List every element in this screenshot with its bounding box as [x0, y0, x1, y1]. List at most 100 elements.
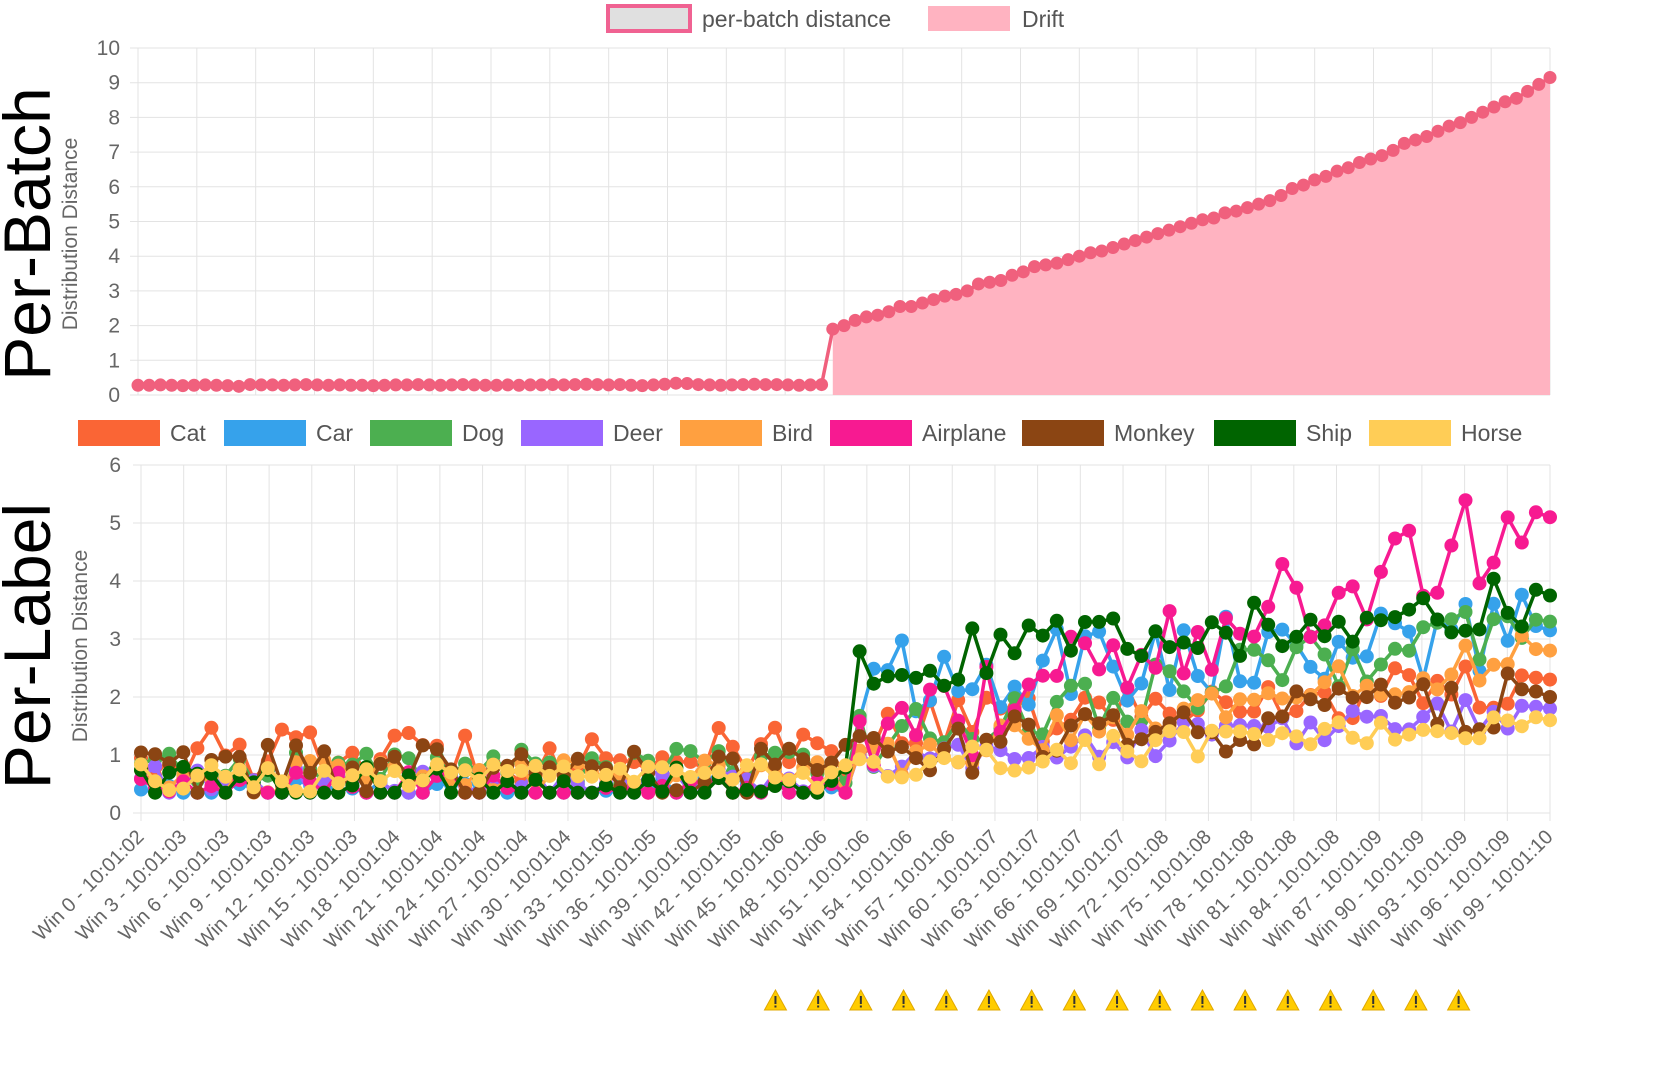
per-batch-point[interactable]	[400, 378, 414, 392]
per-batch-point[interactable]	[355, 378, 369, 392]
monkey-point[interactable]	[909, 751, 923, 766]
monkey-point[interactable]	[894, 740, 909, 754]
ship-point[interactable]	[373, 785, 388, 800]
monkey-point[interactable]	[148, 747, 163, 762]
ship-point[interactable]	[1148, 624, 1163, 639]
cat-point[interactable]	[190, 741, 205, 756]
bird-point[interactable]	[1049, 708, 1064, 723]
per-batch-point[interactable]	[781, 378, 795, 392]
per-batch-point[interactable]	[1106, 241, 1120, 255]
ship-point[interactable]	[613, 785, 628, 800]
per-batch-point[interactable]	[882, 305, 896, 319]
per-batch-point[interactable]	[1386, 143, 1400, 157]
horse-point[interactable]	[204, 758, 219, 773]
per-batch-point[interactable]	[736, 378, 750, 392]
per-batch-point[interactable]	[613, 378, 627, 392]
car-point[interactable]	[1247, 675, 1262, 690]
per-batch-point[interactable]	[568, 378, 582, 392]
per-batch-point[interactable]	[960, 284, 974, 298]
horse-point[interactable]	[570, 769, 585, 784]
car-point[interactable]	[1035, 653, 1050, 668]
per-batch-point[interactable]	[859, 310, 873, 324]
per-batch-point[interactable]	[1140, 230, 1154, 244]
per-batch-point[interactable]	[1420, 129, 1434, 143]
monkey-point[interactable]	[1500, 666, 1515, 681]
monkey-point[interactable]	[1303, 692, 1318, 707]
deer-point[interactable]	[1317, 733, 1332, 748]
per-batch-point[interactable]	[422, 378, 436, 392]
per-batch-point[interactable]	[1218, 206, 1232, 220]
car-point[interactable]	[1233, 674, 1247, 689]
deer-point[interactable]	[1303, 715, 1318, 730]
horse-point[interactable]	[1430, 724, 1445, 739]
cat-point[interactable]	[232, 737, 247, 752]
cat-point[interactable]	[1092, 695, 1107, 710]
airplane-point[interactable]	[894, 700, 909, 715]
horse-point[interactable]	[1528, 710, 1543, 725]
per-batch-point[interactable]	[938, 289, 952, 303]
legend-swatch-deer[interactable]	[521, 420, 603, 446]
per-batch-point[interactable]	[635, 379, 649, 393]
horse-point[interactable]	[754, 757, 768, 772]
monkey-point[interactable]	[415, 738, 430, 753]
per-batch-point[interactable]	[389, 378, 403, 392]
dog-point[interactable]	[768, 745, 782, 760]
horse-point[interactable]	[289, 784, 303, 798]
dog-point[interactable]	[1472, 652, 1487, 667]
legend-label-ship[interactable]: Ship	[1306, 420, 1352, 446]
dog-point[interactable]	[1063, 678, 1078, 693]
monkey-point[interactable]	[1190, 725, 1205, 740]
airplane-point[interactable]	[1148, 660, 1163, 675]
cat-point[interactable]	[1500, 696, 1515, 711]
monkey-point[interactable]	[796, 752, 811, 767]
horse-point[interactable]	[1134, 754, 1149, 769]
per-batch-point[interactable]	[501, 378, 515, 392]
monkey-point[interactable]	[1247, 737, 1262, 752]
per-batch-point[interactable]	[1207, 211, 1221, 225]
horse-point[interactable]	[683, 770, 698, 784]
horse-point[interactable]	[923, 754, 937, 769]
monkey-point[interactable]	[472, 785, 487, 800]
legend-swatch-ship[interactable]	[1214, 420, 1296, 446]
cat-point[interactable]	[1247, 704, 1262, 719]
cat-point[interactable]	[683, 754, 698, 769]
car-point[interactable]	[937, 649, 952, 664]
cat-point[interactable]	[584, 732, 599, 747]
airplane-point[interactable]	[1303, 630, 1318, 645]
per-batch-point[interactable]	[624, 378, 638, 392]
bird-point[interactable]	[1430, 682, 1445, 697]
horse-point[interactable]	[711, 765, 726, 780]
horse-point[interactable]	[486, 757, 501, 772]
dog-point[interactable]	[894, 719, 909, 733]
per-batch-point[interactable]	[1252, 197, 1266, 211]
horse-point[interactable]	[627, 774, 642, 789]
per-batch-point[interactable]	[1016, 265, 1030, 279]
ship-point[interactable]	[1373, 613, 1388, 628]
per-batch-point[interactable]	[1285, 182, 1299, 196]
per-batch-point[interactable]	[1498, 95, 1512, 109]
airplane-point[interactable]	[1444, 538, 1459, 553]
per-batch-point[interactable]	[1409, 133, 1423, 147]
ship-point[interactable]	[1345, 634, 1360, 649]
airplane-point[interactable]	[1092, 662, 1107, 677]
per-batch-point[interactable]	[131, 378, 145, 392]
monkey-point[interactable]	[1388, 695, 1402, 710]
per-batch-point[interactable]	[1274, 188, 1288, 202]
dog-point[interactable]	[1289, 640, 1304, 655]
ship-point[interactable]	[1303, 612, 1318, 627]
horse-point[interactable]	[1359, 736, 1374, 751]
dog-point[interactable]	[1275, 673, 1290, 688]
cat-point[interactable]	[1148, 691, 1163, 706]
horse-point[interactable]	[641, 759, 656, 774]
ship-point[interactable]	[1416, 591, 1431, 606]
legend-label-bird[interactable]: Bird	[772, 420, 813, 446]
dog-point[interactable]	[1162, 664, 1177, 679]
per-batch-point[interactable]	[434, 378, 448, 392]
car-point[interactable]	[1021, 697, 1036, 712]
monkey-point[interactable]	[584, 759, 599, 774]
dog-point[interactable]	[1388, 641, 1402, 656]
per-batch-point[interactable]	[1117, 237, 1131, 251]
cat-point[interactable]	[1514, 668, 1529, 683]
per-batch-point[interactable]	[366, 379, 380, 393]
ship-point[interactable]	[1092, 614, 1107, 629]
